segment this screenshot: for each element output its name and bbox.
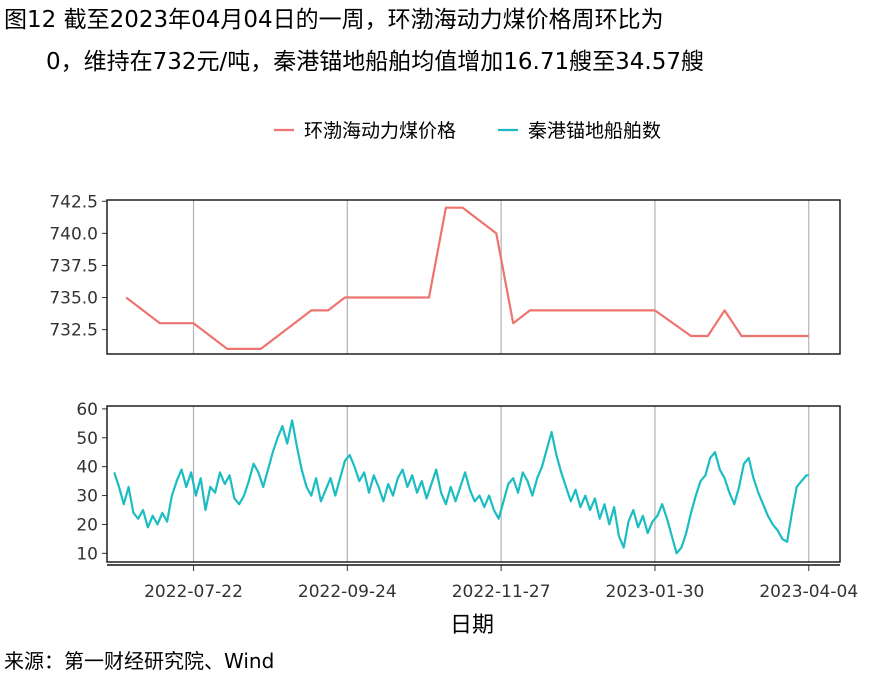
coal-y-tick-label-3: 740.0 bbox=[49, 224, 98, 244]
x-axis-title: 日期 bbox=[450, 613, 494, 638]
source-note: 来源：第一财经研究院、Wind bbox=[4, 649, 275, 673]
ships-y-tick-label-0: 10 bbox=[76, 544, 98, 564]
ships-y-tick-label-4: 50 bbox=[76, 429, 98, 449]
chart-svg: 环渤海动力煤价格 秦港锚地船舶数 732.5 735.0 737.5 740.0 742… bbox=[49, 120, 858, 638]
ships-y-tick-label-2: 30 bbox=[76, 487, 98, 507]
x-tick-label-3: 2023-01-30 bbox=[606, 582, 705, 602]
coal-y-tick-label-1: 735.0 bbox=[49, 289, 98, 309]
figure-title-line-1: 图12 截至2023年04月04日的一周，环渤海动力煤价格周环比为 bbox=[4, 7, 664, 33]
ships-panel-border bbox=[106, 405, 841, 563]
legend-label-ships: 秦港锚地船舶数 bbox=[528, 120, 661, 142]
legend: 环渤海动力煤价格 秦港锚地船舶数 bbox=[274, 120, 661, 142]
x-tick-label-4: 2023-04-04 bbox=[759, 582, 858, 602]
coal-panel-border bbox=[106, 199, 841, 355]
x-axis: 2022-07-22 2022-09-24 2022-11-27 2023-01-30… bbox=[107, 564, 858, 602]
legend-label-coal: 环渤海动力煤价格 bbox=[304, 120, 456, 142]
coal-y-tick-label-0: 732.5 bbox=[49, 321, 98, 341]
ships-y-tick-label-1: 20 bbox=[76, 515, 98, 535]
ships-series-line bbox=[113, 419, 809, 555]
coal-series-line bbox=[125, 206, 809, 350]
coal-y-tick-label-2: 737.5 bbox=[49, 256, 98, 276]
ships-panel: 10 20 30 40 50 60 bbox=[76, 400, 841, 564]
x-tick-label-2: 2022-11-27 bbox=[452, 582, 551, 602]
ships-y-tick-label-3: 40 bbox=[76, 458, 98, 478]
coal-price-panel: 732.5 735.0 737.5 740.0 742.5 bbox=[49, 192, 841, 355]
coal-y-tick-label-4: 742.5 bbox=[49, 192, 98, 212]
x-tick-label-0: 2022-07-22 bbox=[144, 582, 243, 602]
figure-title-line-2: 0，维持在732元/吨，秦港锚地船舶均值增加16.71艘至34.57艘 bbox=[46, 49, 704, 75]
x-tick-label-1: 2022-09-24 bbox=[298, 582, 397, 602]
ships-y-tick-label-5: 60 bbox=[76, 400, 98, 420]
